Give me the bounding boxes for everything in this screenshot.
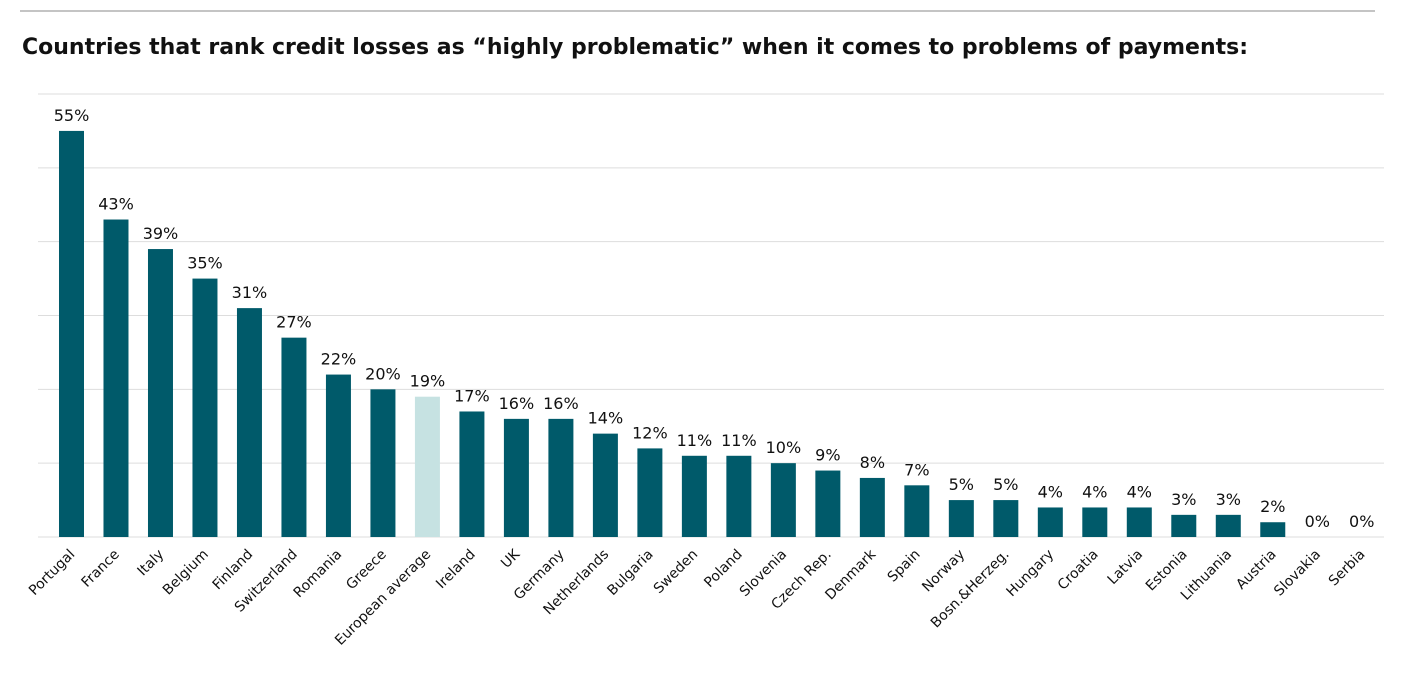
value-label: 7%	[904, 460, 929, 479]
value-label: 8%	[860, 453, 885, 472]
value-label: 55%	[54, 106, 90, 125]
value-label: 4%	[1038, 482, 1063, 501]
value-label: 12%	[632, 423, 668, 442]
x-tick-label: Hungary	[1004, 547, 1058, 601]
value-label: 20%	[365, 364, 401, 383]
bar	[147, 249, 173, 538]
value-label: 4%	[1082, 482, 1107, 501]
bar	[236, 308, 262, 537]
x-tick-label: Bosn.&Herzeg.	[928, 547, 1013, 632]
bar	[948, 500, 974, 537]
value-label: 35%	[187, 254, 223, 273]
value-label: 39%	[143, 224, 179, 243]
x-tick-label: Ireland	[433, 547, 479, 593]
value-label: 16%	[543, 394, 579, 413]
value-label: 3%	[1216, 490, 1241, 509]
bar	[1171, 514, 1197, 537]
bar	[281, 337, 307, 537]
x-tick-label: Spain	[885, 547, 924, 586]
bar	[859, 477, 885, 537]
bar	[1126, 507, 1152, 537]
bar	[414, 396, 440, 537]
value-label: 11%	[721, 431, 757, 450]
bar	[770, 463, 796, 537]
value-label: 27%	[276, 313, 312, 332]
x-tick-label: Poland	[701, 547, 745, 591]
value-label: 10%	[766, 438, 802, 457]
bar	[548, 418, 574, 537]
x-tick-label: Latvia	[1105, 547, 1146, 588]
bar	[993, 500, 1019, 537]
value-label: 0%	[1305, 512, 1330, 531]
value-label: 0%	[1349, 512, 1374, 531]
value-label: 19%	[410, 372, 446, 391]
x-tick-label: Croatia	[1055, 547, 1102, 594]
x-tick-label: France	[79, 547, 123, 591]
value-label: 5%	[949, 475, 974, 494]
value-label: 2%	[1260, 497, 1285, 516]
bar	[103, 219, 129, 537]
value-label: 43%	[98, 195, 134, 214]
bar	[1260, 522, 1286, 537]
value-label: 11%	[677, 431, 713, 450]
bar	[503, 418, 529, 537]
value-label: 3%	[1171, 490, 1196, 509]
bar	[192, 278, 218, 537]
bar	[592, 433, 618, 537]
value-label: 31%	[232, 283, 268, 302]
x-tick-label: Italy	[135, 547, 168, 580]
value-label: 16%	[499, 394, 535, 413]
value-label: 17%	[454, 386, 490, 405]
x-tick-label: Bulgaria	[604, 547, 656, 599]
x-tick-label: Romania	[291, 547, 346, 602]
bar	[904, 485, 930, 537]
x-tick-label: Serbia	[1326, 547, 1369, 590]
bar	[58, 130, 84, 537]
bar	[459, 411, 485, 537]
bar	[1082, 507, 1108, 537]
value-label: 9%	[815, 446, 840, 465]
value-label: 5%	[993, 475, 1018, 494]
chart-title: Countries that rank credit losses as “hi…	[22, 35, 1248, 60]
x-tick-label: Portugal	[26, 547, 78, 599]
x-tick-label: Belgium	[160, 547, 212, 599]
value-label: 14%	[588, 409, 624, 428]
value-label: 4%	[1127, 482, 1152, 501]
bar	[370, 389, 396, 537]
bar	[325, 374, 351, 537]
x-tick-label: Sweden	[651, 547, 701, 597]
value-label: 22%	[321, 350, 357, 369]
x-tick-label: UK	[498, 546, 524, 572]
bar	[637, 448, 663, 537]
bar	[726, 455, 752, 537]
bar	[1215, 514, 1241, 537]
bar	[681, 455, 707, 537]
x-tick-label: Slovakia	[1271, 547, 1324, 600]
bar	[815, 470, 841, 537]
bar	[1037, 507, 1063, 537]
